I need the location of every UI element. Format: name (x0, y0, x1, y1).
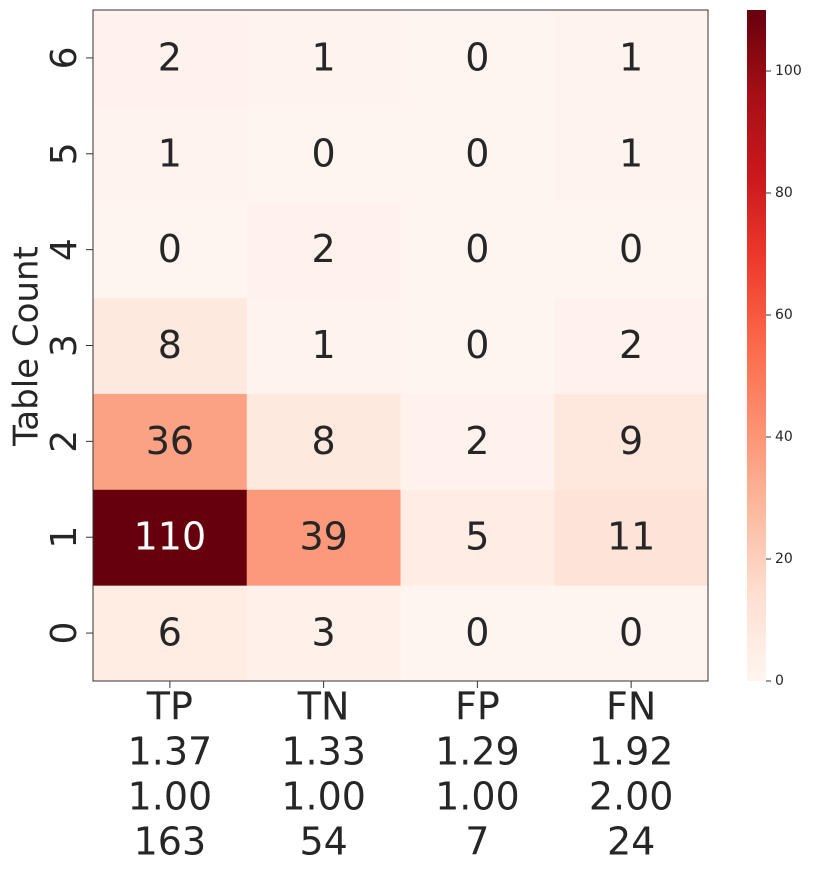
cell-label: 2 (158, 35, 182, 79)
x-sublabel: 163 (134, 820, 207, 864)
cell-label: 0 (619, 611, 643, 655)
colorbar-tick-label: 100 (775, 63, 802, 79)
cell-label: 3 (312, 611, 336, 655)
cell-label: 110 (134, 515, 207, 559)
heatmap-cell (554, 105, 709, 203)
heatmap-cell (400, 201, 555, 299)
y-tick-label: 5 (44, 142, 85, 165)
heatmap-cell (554, 585, 709, 682)
heatmap-cell (400, 393, 555, 490)
cell-label: 1 (619, 35, 643, 79)
cell-label: 1 (312, 35, 336, 79)
heatmap-cell (93, 10, 248, 107)
x-tick-label: FP (455, 685, 500, 729)
heatmap-cell (246, 585, 401, 682)
x-sublabel: 24 (607, 820, 655, 864)
cell-label: 1 (158, 131, 182, 175)
cell-label: 0 (465, 611, 489, 655)
heatmap-cell (400, 489, 555, 586)
x-sublabel: 1.00 (281, 775, 366, 819)
x-sublabel: 1.92 (589, 730, 674, 774)
heatmap-cell (246, 393, 401, 490)
colorbar-tick-label: 60 (775, 307, 793, 323)
cell-label: 39 (299, 515, 347, 559)
heatmap-cell (400, 585, 555, 682)
cell-label: 8 (312, 419, 336, 463)
cell-label: 1 (619, 131, 643, 175)
heatmap-cell (400, 10, 555, 107)
heatmap-cell (93, 489, 248, 586)
x-sublabel: 1.37 (128, 730, 213, 774)
cell-label: 2 (312, 227, 336, 271)
x-sublabel: 1.33 (281, 730, 366, 774)
cell-label: 2 (619, 323, 643, 367)
x-sublabel: 1.00 (435, 775, 520, 819)
cell-label: 11 (607, 515, 655, 559)
colorbar-tick-label: 20 (775, 551, 793, 567)
heatmap-cell (93, 585, 248, 682)
cell-label: 9 (619, 419, 643, 463)
x-tick-label: TP (146, 685, 193, 729)
heatmap-cell (554, 201, 709, 299)
heatmap-cell (93, 297, 248, 394)
heatmap-cell (554, 393, 709, 490)
cell-label: 0 (465, 227, 489, 271)
y-tick-label: 0 (44, 622, 85, 645)
x-sublabel: 2.00 (589, 775, 674, 819)
x-sublabel: 1.29 (435, 730, 520, 774)
heatmap-cell (246, 201, 401, 299)
cell-label: 0 (619, 227, 643, 271)
heatmap-cell (554, 10, 709, 107)
x-tick-label: FN (606, 685, 656, 729)
x-tick-label: TN (297, 685, 350, 729)
colorbar (747, 10, 766, 681)
cell-label: 2 (465, 419, 489, 463)
y-axis-label: Table Count (7, 246, 47, 447)
y-tick-label: 1 (44, 526, 85, 549)
cell-label: 5 (465, 515, 489, 559)
x-sublabel: 54 (299, 820, 347, 864)
cell-label: 1 (312, 323, 336, 367)
y-tick-label: 2 (44, 430, 85, 453)
colorbar-tick-label: 80 (775, 185, 793, 201)
cell-label: 0 (312, 131, 336, 175)
heatmap-cell (554, 489, 709, 586)
cell-label: 0 (465, 131, 489, 175)
cell-label: 8 (158, 323, 182, 367)
y-tick-label: 6 (44, 46, 85, 69)
x-sublabel: 1.00 (128, 775, 213, 819)
y-tick-label: 4 (44, 238, 85, 261)
cell-label: 6 (158, 611, 182, 655)
heatmap-cell (246, 489, 401, 586)
cell-label: 0 (465, 323, 489, 367)
heatmap-cell (246, 105, 401, 203)
y-tick-label: 3 (44, 334, 85, 357)
colorbar-tick-label: 0 (775, 673, 784, 689)
colorbar-tick-label: 40 (775, 429, 793, 445)
heatmap-cell (93, 105, 248, 203)
cell-label: 0 (158, 227, 182, 271)
cell-label: 36 (146, 419, 194, 463)
cell-label: 0 (465, 35, 489, 79)
heatmap-cell (554, 297, 709, 394)
heatmap-cell (246, 297, 401, 394)
heatmap-cell (246, 10, 401, 107)
heatmap-cell (400, 297, 555, 394)
x-sublabel: 7 (465, 820, 489, 864)
heatmap-cell (93, 201, 248, 299)
heatmap-cell (400, 105, 555, 203)
heatmap-cell (93, 393, 248, 490)
